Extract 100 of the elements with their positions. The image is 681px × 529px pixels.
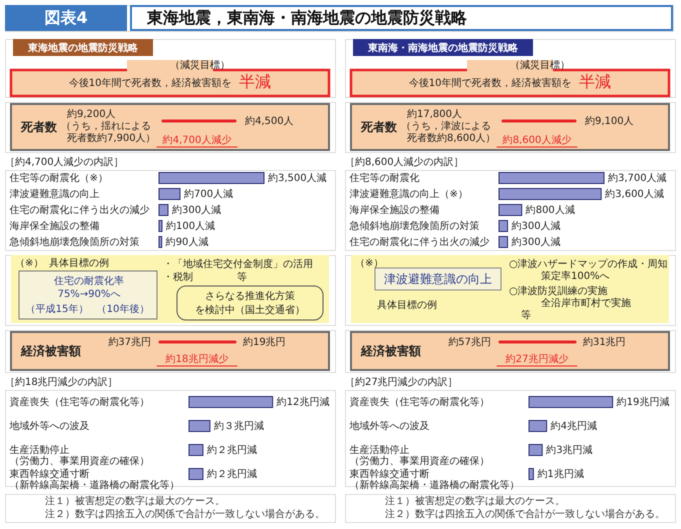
text: 今後10年間で死者数，経済被害額を <box>68 77 232 89</box>
text: 具体目標の例 <box>377 299 437 311</box>
text: 約4,700人減少 <box>162 134 232 146</box>
data-label: 約３兆円減 <box>214 420 264 432</box>
data-label: 約3,500人減 <box>268 172 327 184</box>
bar <box>528 444 543 456</box>
text: 東海地震，東南海・南海地震の地震防災戦略 <box>146 8 468 27</box>
data-label: 約90人減 <box>166 236 208 248</box>
y-tick-label: 津波避難意識の向上（※） <box>350 188 468 200</box>
bar <box>498 172 604 184</box>
y-tick-label: 地域外等への波及 <box>8 420 90 432</box>
data-label: 約800人減 <box>526 204 575 216</box>
text: （減災目標） <box>170 59 230 71</box>
text: 半減 <box>239 72 272 91</box>
bar <box>498 204 522 216</box>
text: 注１）被害想定の数字は最大のケース。 <box>45 495 225 507</box>
y-tick-label: 生産活動停止（労働力、事業用資産の確保） <box>10 444 150 467</box>
text: （※） <box>15 258 44 269</box>
data-label: 約２兆円減 <box>206 468 257 480</box>
data-label: 約4兆円減 <box>550 420 597 432</box>
data-label: 約19兆円減 <box>616 396 670 408</box>
bar <box>528 396 614 408</box>
text: 住宅の耐震化率 <box>54 275 124 287</box>
text: （平成15年） <box>26 303 88 315</box>
y-tick-label: 津波避難意識の向上 <box>10 188 100 200</box>
text: 策定率100%へ <box>541 270 610 282</box>
bar <box>158 220 162 232</box>
y-tick-label: 東西幹線交通寸断（新幹線高架橋・道路橋の耐震化等） <box>10 468 180 491</box>
text: 約17,800人 <box>407 109 462 120</box>
text: ［約4,700人減少の内訳］ <box>5 156 124 168</box>
text: 図表4 <box>44 8 88 27</box>
bar <box>158 204 168 216</box>
text: 約9,200人 <box>67 109 116 120</box>
text: ・「地域住宅交付金制度」の活用 <box>163 258 313 270</box>
data-label: 約300人減 <box>512 220 561 232</box>
text: 経済被害額 <box>360 344 421 358</box>
text: 約8,600人減少 <box>502 134 572 146</box>
text: 等 <box>237 271 247 283</box>
data-label: 約700人減 <box>184 188 234 200</box>
data-label: 約1兆円減 <box>537 468 584 480</box>
bar <box>498 220 508 232</box>
text: 半減 <box>579 72 612 91</box>
text: を検討中（国土交通省） <box>195 304 305 316</box>
y-tick-label: 地域外等への波及 <box>348 420 430 432</box>
y-tick-label: 資産喪失（住宅等の耐震化等） <box>350 396 490 408</box>
y-tick-label: 住宅の耐震化に伴う出火の減少 <box>10 204 150 216</box>
text: 死者数約8,600人） <box>407 132 496 144</box>
text: 約37兆円 <box>108 336 151 348</box>
text: 今後10年間で死者数，経済被害額を <box>408 77 572 89</box>
data-label: 約3,600人減 <box>605 188 664 200</box>
y-tick-label: 東西幹線交通寸断（新幹線高架橋・道路橋の耐震化等） <box>350 468 520 491</box>
text: 約19兆円 <box>243 336 286 348</box>
text: 75%→90%へ <box>58 289 120 300</box>
text: ○津波ハザードマップの作成・周知 <box>509 258 668 270</box>
y-tick-label: 生産活動停止（労働力、事業用資産の確保） <box>350 444 490 467</box>
y-tick-label: 住宅等の耐震化 <box>350 172 420 184</box>
text: （減災目標） <box>510 59 570 71</box>
text: 経済被害額 <box>20 344 81 358</box>
text: 注１）被害想定の数字は最大のケース。 <box>385 495 565 507</box>
data-label: 約3兆円減 <box>546 444 593 456</box>
bar <box>158 172 264 184</box>
text: ○津波防災訓練の実施 <box>509 285 608 297</box>
data-label: 約２兆円減 <box>206 444 257 456</box>
text: ［約27兆円減少の内訳］ <box>345 376 458 388</box>
text: ［約18兆円減少の内訳］ <box>5 376 118 388</box>
text: 東海地震の地震防災戦略 <box>27 42 139 54</box>
data-label: 約12兆円減 <box>276 396 330 408</box>
text: 全沿岸市町村で実施 <box>541 297 631 309</box>
text: 死者数約7,900人） <box>67 132 156 144</box>
y-tick-label: 急傾斜地崩壊危険箇所の対策 <box>8 236 140 248</box>
text: （うち，揺れによる <box>61 120 151 132</box>
y-tick-label: 海岸保全施設の整備 <box>10 220 100 232</box>
text: 等 <box>521 309 531 321</box>
data-label: 約300人減 <box>512 236 561 248</box>
text: ［約8,600人減少の内訳］ <box>345 156 464 168</box>
bar <box>498 188 602 200</box>
bar <box>528 420 548 432</box>
text: 約4,500人 <box>245 116 294 127</box>
text: 約31兆円 <box>583 336 626 348</box>
bar <box>498 236 508 248</box>
text: 約57兆円 <box>448 336 491 348</box>
text: 約27兆円減少 <box>506 353 568 365</box>
text: 注２）数字は四捨五入の関係で合計が一致しない場合がある。 <box>385 508 665 520</box>
y-tick-label: 海岸保全施設の整備 <box>350 204 440 216</box>
text: ・税制 <box>163 271 193 283</box>
text: 約9,100人 <box>585 116 634 127</box>
y-tick-label: 住宅等の耐震化（※） <box>10 172 108 184</box>
text: 死者数 <box>360 120 398 134</box>
text: 注２）数字は四捨五入の関係で合計が一致しない場合がある。 <box>45 508 325 520</box>
text: （10年後） <box>96 303 150 315</box>
y-tick-label: 資産喪失（住宅等の耐震化等） <box>10 396 150 408</box>
bar <box>528 468 534 480</box>
text: 死者数 <box>20 120 58 134</box>
text: 具体目標の例 <box>49 257 109 269</box>
text: さらなる推進化方策 <box>205 290 295 302</box>
text: 約18兆円減少 <box>166 353 228 365</box>
bar <box>158 188 180 200</box>
text: （うち，津波による <box>401 120 491 132</box>
y-tick-label: 急傾斜地崩壊危険箇所の対策 <box>348 220 480 232</box>
y-tick-label: 住宅の耐震化に伴う出火の減少 <box>350 236 490 248</box>
